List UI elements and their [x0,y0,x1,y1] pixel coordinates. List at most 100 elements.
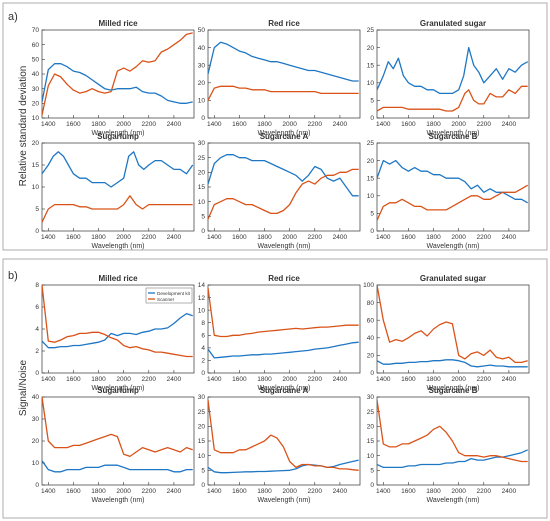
y-tick-label: 0 [370,228,374,235]
plot-area [41,396,195,486]
series-line-scanner [42,285,193,358]
x-tick-label: 2000 [282,121,297,128]
y-tick-label: 10 [198,98,206,105]
series-line-scanner [208,288,359,338]
y-tick-label: 14 [198,282,206,289]
y-tick-label: 20 [32,101,40,108]
y-tick-label: 0 [201,482,205,489]
x-tick-label: 1400 [376,376,391,383]
y-tick-label: 25 [367,409,375,416]
series-line-development-kit [208,41,359,82]
x-tick-label: 1600 [66,234,81,241]
y-tick-label: 2 [35,348,39,355]
y-tick-label: 8 [35,282,39,289]
x-tick-label: 2400 [333,234,348,241]
x-tick-label: 2400 [167,376,182,383]
x-tick-label: 1400 [207,121,222,128]
y-tick-label: 100 [363,282,374,289]
series-line-development-kit [42,460,193,473]
x-tick-label: 1800 [257,488,272,495]
x-tick-label: 2200 [308,376,323,383]
y-tick-label: 20 [198,424,206,431]
series-line-development-kit [208,154,359,197]
y-tick-label: 20 [32,140,40,147]
y-tick-label: 15 [32,162,40,169]
series-line-development-kit [377,46,529,95]
x-tick-label: 1800 [91,121,106,128]
x-axis-label: Wavelength (nm) [257,497,310,504]
series-line-scanner [377,85,528,112]
y-tick-label: 6 [201,332,205,339]
y-tick-label: 40 [367,335,375,342]
x-tick-label: 1600 [66,488,81,495]
subplot-title: Sugarcane B [429,386,478,395]
y-tick-label: 60 [32,42,40,49]
x-tick-label: 2200 [142,234,157,241]
subplot-4: Sugarlump 0 5 10 15 20 1400 1600 1800 2000 2200 240… [32,132,195,250]
x-tick-label: 2200 [308,234,323,241]
y-tick-label: 2 [201,358,205,365]
x-tick-label: 1400 [376,234,391,241]
y-tick-label: 5 [370,468,374,475]
x-axis-label: Wavelength (nm) [257,130,310,137]
x-tick-label: 2200 [308,121,323,128]
series-line-scanner [42,397,193,458]
x-tick-label: 1600 [232,488,247,495]
x-tick-label: 1600 [401,121,416,128]
y-tick-label: 12 [198,295,206,302]
y-tick-label: 10 [198,199,206,206]
panel-a-label: a) [8,11,18,23]
y-tick-label: 20 [367,45,375,52]
plot-area [41,29,195,119]
subplot-2: Red rice 0 10 20 30 40 50 1400 1600 1800 2000 2200 2… [198,19,361,137]
series-line-development-kit [208,459,359,474]
subplot-title: Red rice [268,274,300,283]
x-tick-label: 2200 [142,376,157,383]
x-tick-label: 1800 [426,234,441,241]
y-tick-label: 0 [201,115,205,122]
x-tick-label: 2000 [116,488,131,495]
x-tick-label: 2200 [142,488,157,495]
y-tick-label: 60 [367,317,375,324]
x-tick-label: 2200 [477,234,492,241]
x-tick-label: 1600 [401,234,416,241]
series-line-scanner [42,195,193,223]
subplot-title: Sugarlump [97,386,139,395]
subplot-title: Sugarlump [97,132,139,141]
x-tick-label: 1800 [257,376,272,383]
x-tick-label: 2400 [502,121,517,128]
plot-area [376,142,530,232]
subplot-12: Sugarcane B 0 5 10 15 20 25 30 1400 1600 1800 2000 2… [367,386,530,504]
x-tick-label: 2400 [333,488,348,495]
y-tick-label: 10 [32,115,40,122]
x-tick-label: 2000 [451,376,466,383]
y-tick-label: 40 [32,71,40,78]
x-tick-label: 2000 [116,234,131,241]
y-tick-label: 20 [367,158,375,165]
x-tick-label: 1600 [232,234,247,241]
x-axis-label: Wavelength (nm) [91,497,144,504]
y-tick-label: 70 [32,27,40,34]
y-tick-label: 25 [367,140,375,147]
y-tick-label: 5 [201,468,205,475]
y-tick-label: 5 [201,214,205,221]
y-tick-label: 6 [35,304,39,311]
x-tick-label: 2000 [282,234,297,241]
y-tick-label: 20 [32,438,40,445]
x-tick-label: 1600 [232,121,247,128]
series-line-scanner [208,85,359,101]
y-tick-label: 15 [367,62,375,69]
y-tick-label: 40 [198,45,206,52]
x-axis-label: Wavelength (nm) [91,130,144,137]
y-tick-label: 10 [198,307,206,314]
x-tick-label: 1400 [207,376,222,383]
y-tick-label: 20 [367,424,375,431]
x-tick-label: 1400 [41,121,56,128]
subplot-7: Milled rice 0 2 4 6 8 1400 1600 1800 2000 2200 2400… [35,274,195,392]
y-tick-label: 0 [370,370,374,377]
y-tick-label: 0 [35,228,39,235]
y-tick-label: 10 [367,453,375,460]
subplot-9: Granulated sugar 0 20 40 60 80 100 1400 1600 1800… [363,274,530,392]
y-tick-label: 5 [370,98,374,105]
y-tick-label: 0 [35,482,39,489]
